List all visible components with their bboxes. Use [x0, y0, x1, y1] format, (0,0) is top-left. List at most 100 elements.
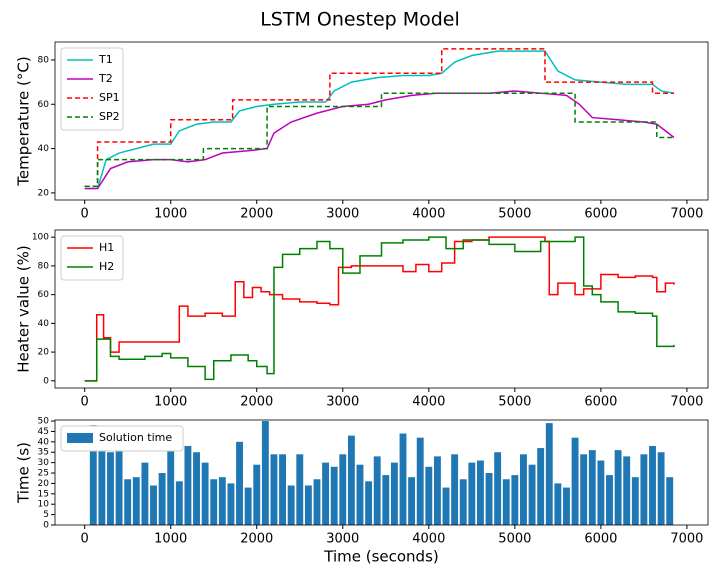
bar [597, 460, 605, 525]
bar [416, 437, 424, 525]
bar [511, 475, 519, 525]
bar [666, 477, 674, 525]
x-tick-label: 3000 [326, 532, 359, 547]
series-line [84, 48, 675, 188]
bar [227, 483, 235, 525]
x-tick-label: 1000 [154, 395, 187, 410]
legend-label: T2 [98, 72, 113, 85]
x-tick-label: 5000 [498, 532, 531, 547]
x-axis-label: Time (seconds) [323, 548, 439, 566]
bar [408, 477, 416, 525]
legend-box [60, 235, 124, 281]
bar [304, 485, 312, 525]
x-tick-label: 0 [81, 395, 89, 410]
plot-area [84, 236, 675, 382]
bar [175, 481, 183, 525]
bar [270, 454, 278, 525]
y-tick-label: 60 [38, 100, 50, 110]
bar [614, 450, 622, 525]
bar [365, 481, 373, 525]
legend-label: H2 [99, 260, 114, 273]
y-tick-label: 80 [38, 55, 50, 65]
bar [253, 464, 261, 525]
bar [184, 445, 192, 525]
bar [261, 421, 269, 525]
y-tick-label: 30 [38, 458, 50, 468]
bar [382, 475, 390, 525]
bar [201, 462, 209, 525]
y-tick-label: 60 [38, 290, 50, 300]
x-tick-label: 0 [81, 532, 89, 547]
y-axis-label: Temperature (°C) [15, 56, 33, 186]
y-tick-label: 0 [43, 376, 49, 386]
bar [150, 485, 157, 525]
bar [580, 454, 588, 525]
x-tick-label: 4000 [412, 395, 445, 410]
x-tick-label: 6000 [584, 532, 617, 547]
axes-frame [54, 419, 709, 526]
x-tick-label: 7000 [670, 532, 703, 547]
y-tick-label: 10 [38, 500, 50, 510]
bar [115, 431, 123, 525]
bar [296, 454, 304, 525]
bar [468, 462, 476, 525]
y-tick-label: 5 [43, 510, 49, 520]
y-tick-label: 40 [38, 319, 50, 329]
bar [640, 454, 648, 525]
y-axis-label: Heater value (%) [15, 245, 33, 372]
x-tick-label: 5000 [498, 207, 531, 222]
y-tick-label: 25 [38, 469, 49, 479]
bar [141, 462, 149, 525]
series-line [84, 236, 675, 382]
bar [279, 454, 287, 525]
figure-title: LSTM Onestep Model [260, 9, 460, 31]
legend-label: SP2 [99, 110, 120, 123]
x-tick-label: 2000 [240, 207, 273, 222]
legend-label: SP1 [99, 91, 120, 104]
x-tick-label: 1000 [154, 532, 187, 547]
y-tick-label: 35 [38, 448, 49, 458]
y-tick-label: 80 [38, 261, 50, 271]
legend-box [60, 47, 124, 131]
bar [623, 456, 631, 525]
bar [502, 479, 510, 525]
bar [451, 454, 459, 525]
bar [390, 462, 398, 525]
bar [210, 479, 218, 525]
plot-area [89, 421, 674, 525]
series-line [84, 236, 675, 382]
y-tick-label: 20 [38, 188, 50, 198]
y-tick-label: 40 [38, 437, 50, 447]
bar [528, 464, 536, 525]
bar [459, 479, 467, 525]
series-line [84, 90, 675, 190]
series-line [84, 92, 675, 188]
bar [442, 487, 450, 525]
bar [287, 485, 295, 525]
bar [330, 466, 338, 525]
bar [339, 454, 347, 525]
x-tick-label: 0 [81, 207, 89, 222]
bar [356, 464, 364, 525]
bar [132, 477, 140, 525]
y-tick-label: 15 [38, 489, 49, 499]
bar [657, 452, 665, 525]
bar [236, 441, 243, 525]
bar [571, 437, 579, 525]
bar [476, 460, 484, 525]
series-line [84, 50, 675, 190]
y-tick-label: 40 [38, 144, 50, 154]
bar [520, 454, 527, 525]
bar [107, 452, 114, 525]
y-tick-label: 100 [32, 233, 49, 243]
x-tick-label: 5000 [498, 395, 531, 410]
x-tick-label: 3000 [326, 395, 359, 410]
x-tick-label: 1000 [154, 207, 187, 222]
bar [158, 473, 166, 525]
bar [485, 473, 493, 525]
bar [244, 487, 252, 525]
bar [545, 423, 553, 525]
legend-label: H1 [99, 241, 114, 254]
y-tick-label: 20 [38, 479, 50, 489]
x-tick-label: 2000 [240, 532, 273, 547]
